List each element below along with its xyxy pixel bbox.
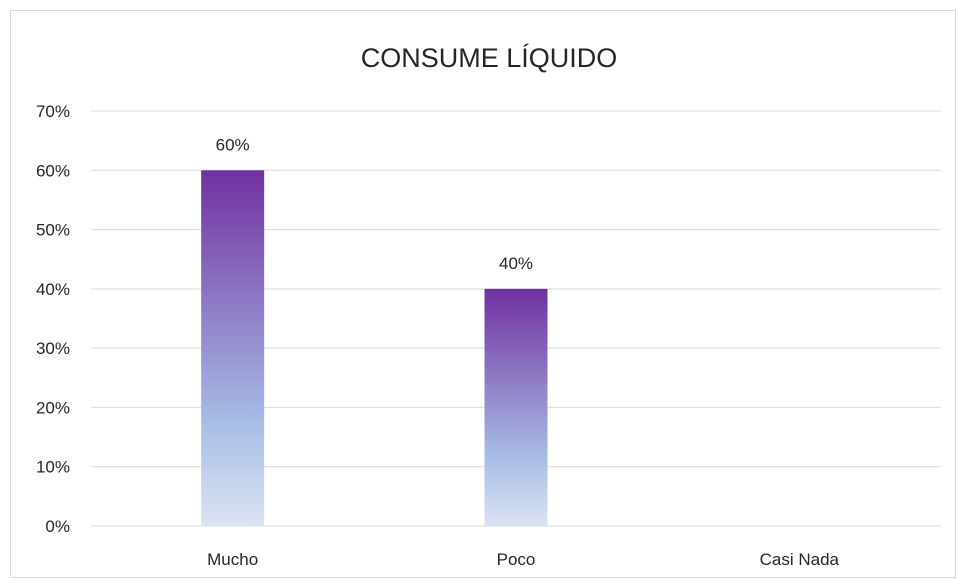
y-tick-label: 70% xyxy=(36,102,70,121)
chart-title: CONSUME LÍQUIDO xyxy=(361,43,618,73)
y-tick-label: 20% xyxy=(36,398,70,417)
x-category-label: Mucho xyxy=(207,550,258,569)
data-label: 40% xyxy=(499,254,533,273)
data-label: 60% xyxy=(216,135,250,154)
y-tick-label: 60% xyxy=(36,161,70,180)
bar-mucho xyxy=(201,170,264,526)
bar-poco xyxy=(485,289,548,526)
y-tick-label: 30% xyxy=(36,339,70,358)
y-tick-label: 50% xyxy=(36,221,70,240)
x-category-label: Poco xyxy=(497,550,536,569)
x-axis-category-labels: Mucho Poco Casi Nada xyxy=(207,550,839,569)
y-tick-label: 40% xyxy=(36,280,70,299)
y-axis-tick-labels: 0% 10% 20% 30% 40% 50% 60% 70% xyxy=(36,102,70,536)
y-tick-label: 10% xyxy=(36,458,70,477)
y-tick-label: 0% xyxy=(45,517,70,536)
x-category-label: Casi Nada xyxy=(760,550,840,569)
